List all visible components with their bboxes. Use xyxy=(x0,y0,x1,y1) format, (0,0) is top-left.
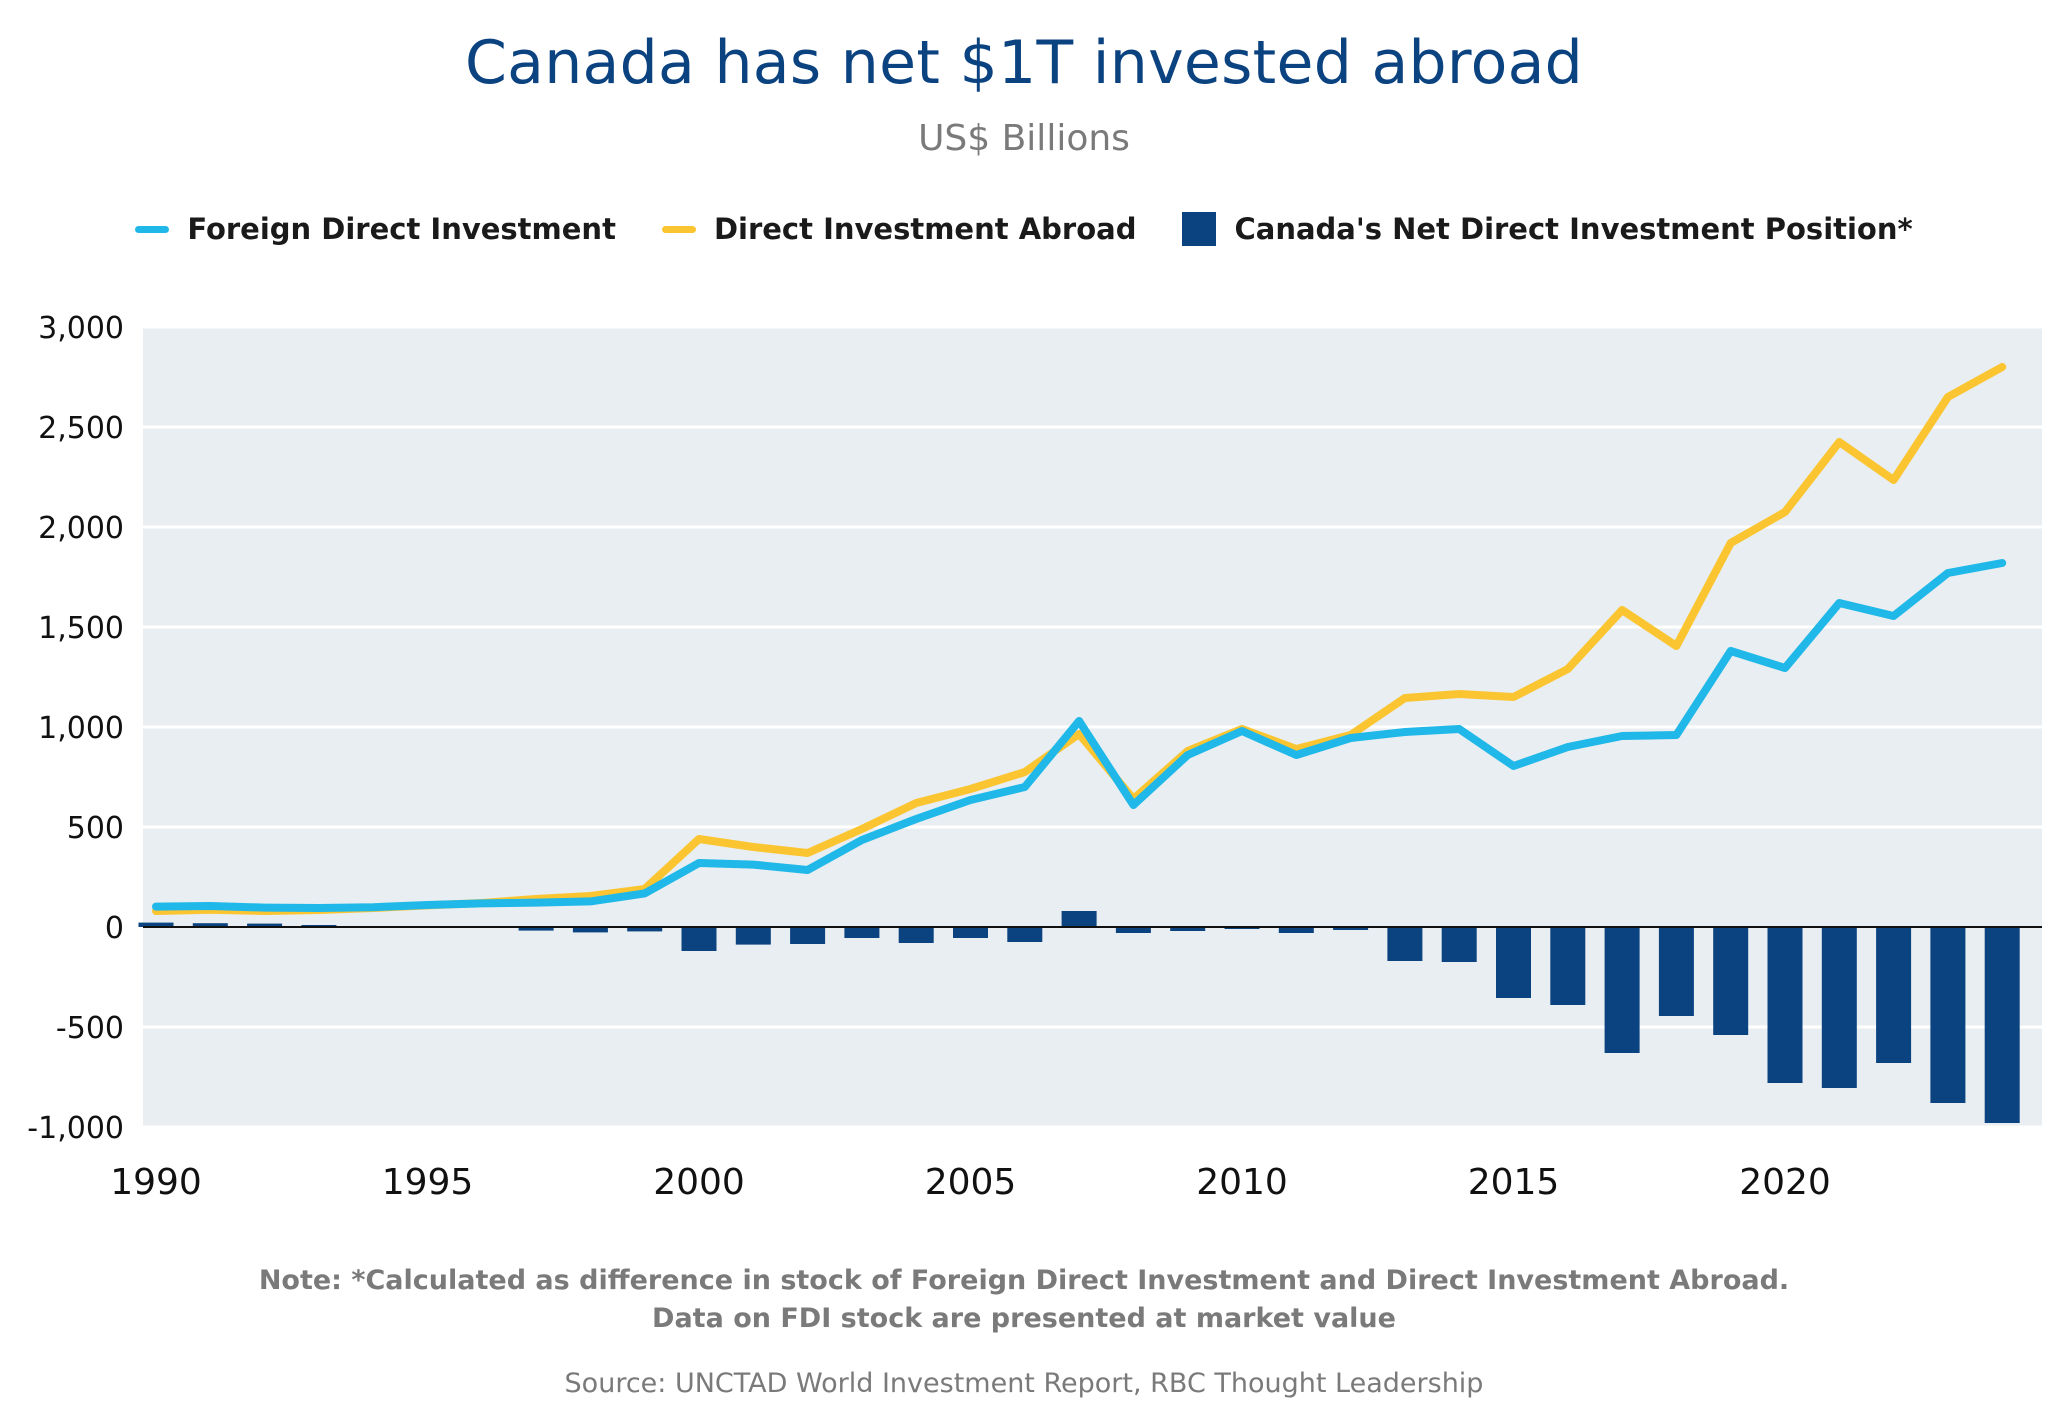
legend-label-net: Canada's Net Direct Investment Position* xyxy=(1234,212,1913,246)
foreign-direct-investment-line xyxy=(152,559,2007,912)
net-position-bar xyxy=(1876,927,1912,1063)
net-position-bar xyxy=(1984,927,2020,1123)
net-position-bar xyxy=(1550,927,1586,1005)
net-position-bar xyxy=(790,927,826,944)
legend-swatch-net xyxy=(1182,212,1217,246)
y-tick-label: 1,500 xyxy=(38,611,124,646)
legend-label-dia: Direct Investment Abroad xyxy=(713,212,1137,246)
net-position-bar xyxy=(1441,927,1477,962)
y-tick-label: 0 xyxy=(105,911,124,946)
net-position-bar xyxy=(1713,927,1749,1035)
x-tick-label: 2015 xyxy=(1468,1162,1560,1203)
net-position-bar xyxy=(1007,927,1043,942)
x-tick-label: 2005 xyxy=(925,1162,1017,1203)
net-position-bar xyxy=(247,923,283,927)
legend-item-dia: Direct Investment Abroad xyxy=(661,212,1137,246)
net-position-bar xyxy=(627,927,663,932)
y-tick-label: 2,500 xyxy=(38,411,124,446)
net-position-bar xyxy=(1170,927,1206,931)
note-line-2: Data on FDI stock are presented at marke… xyxy=(652,1303,1396,1334)
net-position-bar xyxy=(1821,927,1857,1088)
legend-swatch-dia xyxy=(661,225,696,233)
legend-label-fdi: Foreign Direct Investment xyxy=(187,212,616,246)
net-position-bar xyxy=(1604,927,1640,1053)
x-tick-label: 2010 xyxy=(1196,1162,1288,1203)
legend: Foreign Direct Investment Direct Investm… xyxy=(0,212,2048,246)
y-tick-label: 1,000 xyxy=(38,711,124,746)
net-position-bar xyxy=(518,927,554,931)
legend-item-fdi: Foreign Direct Investment xyxy=(135,212,616,246)
x-tick-label: 1995 xyxy=(382,1162,474,1203)
chart-note: Note: *Calculated as difference in stock… xyxy=(0,1262,2048,1338)
net-position-bar xyxy=(1333,927,1369,930)
net-position-bar xyxy=(953,927,988,938)
net-position-bar xyxy=(138,922,174,927)
note-line-1: Note: *Calculated as difference in stock… xyxy=(258,1265,1790,1296)
net-position-bar xyxy=(844,927,880,938)
chart-source: Source: UNCTAD World Investment Report, … xyxy=(564,1368,1484,1399)
net-position-bar xyxy=(1930,927,1966,1103)
net-position-bar xyxy=(1115,927,1151,933)
chart-title: Canada has net $1T invested abroad xyxy=(464,28,1584,98)
legend-swatch-fdi xyxy=(135,225,170,233)
x-tick-label: 2020 xyxy=(1739,1162,1831,1203)
chart-subtitle: US$ Billions xyxy=(918,118,1130,159)
net-position-bar xyxy=(572,927,608,933)
net-position-bar xyxy=(192,923,228,927)
y-tick-label: -500 xyxy=(56,1011,124,1046)
net-position-bar xyxy=(1767,927,1803,1083)
x-tick-label: 1990 xyxy=(110,1162,202,1203)
net-position-bar xyxy=(898,927,934,943)
y-tick-label: 3,000 xyxy=(38,311,124,346)
net-position-bar xyxy=(1496,927,1531,998)
net-position-bar xyxy=(1061,911,1097,927)
legend-item-net: Canada's Net Direct Investment Position* xyxy=(1182,212,1913,246)
y-tick-label: 500 xyxy=(67,811,124,846)
net-position-bar xyxy=(681,927,717,951)
y-tick-label: -1,000 xyxy=(27,1111,124,1146)
net-position-bar xyxy=(1278,927,1314,933)
x-tick-label: 2000 xyxy=(653,1162,745,1203)
net-position-bar xyxy=(735,927,771,945)
net-position-bar xyxy=(1658,927,1694,1016)
y-tick-label: 2,000 xyxy=(38,511,124,546)
net-position-bar xyxy=(1387,927,1423,961)
